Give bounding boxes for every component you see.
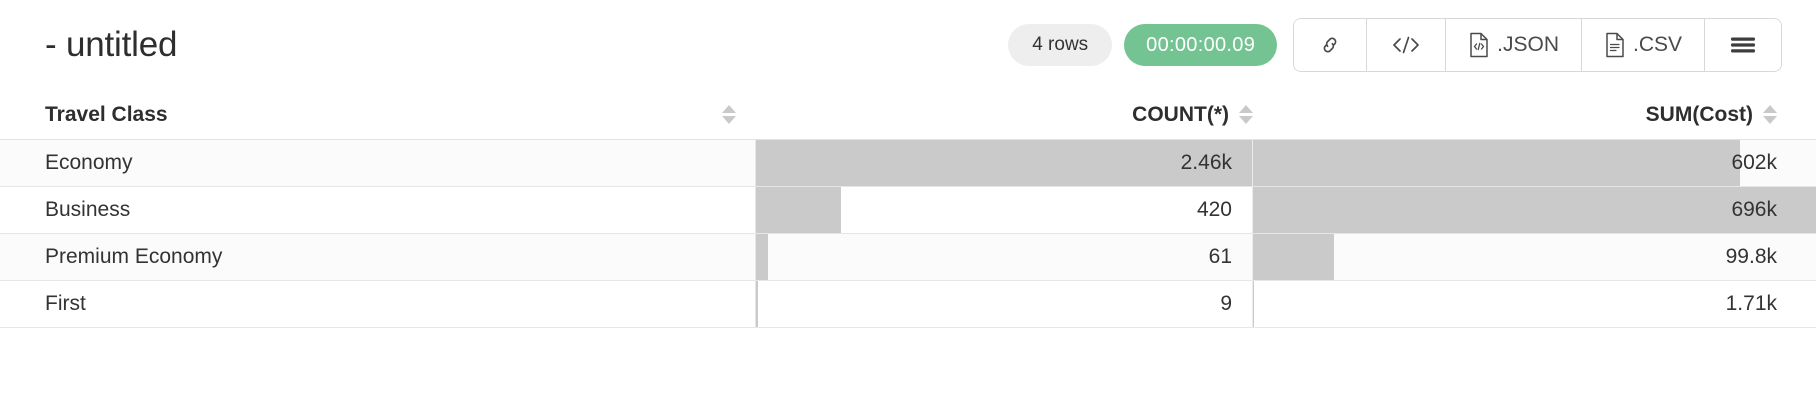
cell-sum-cost-text: 99.8k [1725,245,1777,268]
column-header-travel-class[interactable]: Travel Class [45,103,756,127]
cell-count-text: 2.46k [1180,151,1232,174]
csv-file-icon [1604,32,1626,58]
cell-sum-cost-text: 1.71k [1725,292,1777,315]
table-row[interactable]: Premium Economy 61 99.8k [0,234,1816,281]
menu-button[interactable] [1705,19,1781,71]
cell-count-text: 420 [1196,198,1232,221]
cell-count: 61 [756,234,1253,280]
cell-count: 420 [756,187,1253,233]
column-header-travel-class-label: Travel Class [45,102,168,126]
cell-travel-class-text: Business [45,198,131,221]
count-bar [756,281,758,327]
embed-code-button[interactable] [1367,19,1447,71]
cell-sum-cost-text: 696k [1731,198,1777,221]
count-bar [756,187,841,233]
count-bar [756,140,1252,186]
code-icon [1391,34,1421,56]
cell-sum-cost: 99.8k [1253,234,1816,280]
panel-header: - untitled 4 rows 00:00:00.09 [0,0,1816,90]
count-bar [756,234,769,280]
row-count-badge: 4 rows [1008,24,1113,66]
cell-count: 2.46k [756,140,1253,186]
column-header-sum-cost-label: SUM(Cost) [1645,102,1753,126]
sort-icon-travel-class[interactable] [722,105,736,124]
cell-sum-cost: 696k [1253,187,1816,233]
cell-travel-class: Premium Economy [0,234,756,280]
cell-travel-class-text: Economy [45,151,133,174]
download-csv-label: .CSV [1632,33,1682,56]
cell-travel-class: Business [0,187,756,233]
table-row[interactable]: Business 420 696k [0,187,1816,234]
column-header-count[interactable]: COUNT(*) [756,103,1253,127]
sort-icon-sum-cost[interactable] [1763,105,1777,124]
sum-bar [1253,281,1255,327]
table-body: Economy 2.46k 602k Business 420 [0,140,1816,328]
share-link-button[interactable] [1294,19,1368,71]
cell-travel-class: First [0,281,756,327]
link-icon [1318,33,1342,57]
cell-count-text: 9 [1220,292,1232,315]
execution-time-badge: 00:00:00.09 [1124,24,1278,66]
cell-sum-cost: 1.71k [1253,281,1816,327]
sum-bar [1253,187,1816,233]
download-json-button[interactable]: .JSON [1446,19,1582,71]
cell-travel-class-text: First [45,292,86,315]
results-table: Travel Class COUNT(*) SUM(Cost) [0,90,1816,328]
cell-count-text: 61 [1208,245,1232,268]
hamburger-icon [1729,35,1757,55]
download-csv-button[interactable]: .CSV [1581,19,1705,71]
cell-travel-class: Economy [0,140,756,186]
cell-sum-cost: 602k [1253,140,1816,186]
download-json-label: .JSON [1497,33,1559,56]
sum-bar [1253,234,1334,280]
export-button-group: .JSON .CSV [1293,18,1782,72]
page-title: - untitled [45,25,178,64]
cell-travel-class-text: Premium Economy [45,245,223,268]
cell-count: 9 [756,281,1253,327]
sort-icon-count[interactable] [1239,105,1253,124]
sum-bar [1253,140,1740,186]
table-row[interactable]: First 9 1.71k [0,281,1816,328]
cell-sum-cost-text: 602k [1731,151,1777,174]
column-header-sum-cost[interactable]: SUM(Cost) [1253,103,1816,127]
column-header-count-label: COUNT(*) [1132,102,1229,126]
table-header-row: Travel Class COUNT(*) SUM(Cost) [0,90,1816,140]
table-row[interactable]: Economy 2.46k 602k [0,140,1816,187]
header-actions: 4 rows 00:00:00.09 [1008,18,1782,72]
json-file-icon [1468,32,1490,58]
